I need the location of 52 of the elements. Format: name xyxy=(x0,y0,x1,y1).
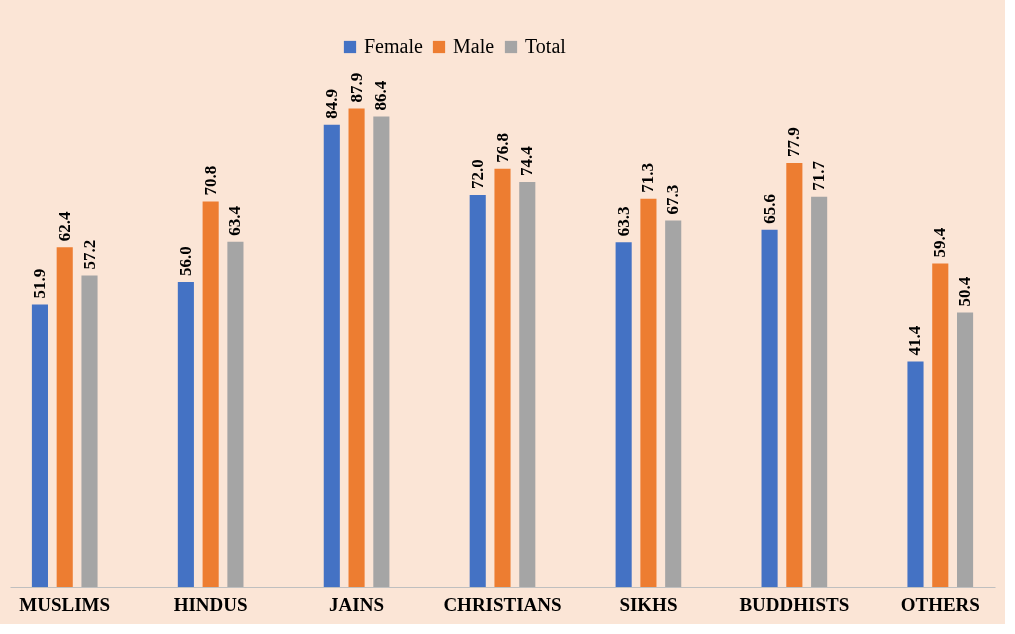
bar xyxy=(519,181,536,587)
data-label: 86.4 xyxy=(371,80,391,111)
legend-label: Male xyxy=(453,35,495,57)
x-tick-label: CHRISTIANS xyxy=(443,593,562,615)
x-tick-label: HINDUS xyxy=(173,593,248,615)
bar xyxy=(811,196,828,587)
x-tick-label: BUDDHISTS xyxy=(739,593,850,615)
data-label: 71.3 xyxy=(638,163,658,193)
bar xyxy=(665,220,682,587)
data-label: 76.8 xyxy=(492,133,512,163)
data-label: 67.3 xyxy=(663,184,683,215)
data-label: 51.9 xyxy=(29,268,49,299)
data-label: 70.8 xyxy=(200,165,220,196)
data-label: 71.7 xyxy=(809,160,829,191)
data-label: 62.4 xyxy=(54,211,74,242)
data-label: 74.4 xyxy=(517,145,537,176)
data-label: 59.4 xyxy=(930,227,950,258)
bar xyxy=(640,198,657,587)
x-tick-label: OTHERS xyxy=(900,593,980,615)
data-label: 56.0 xyxy=(175,246,195,277)
data-label: 77.9 xyxy=(784,127,804,157)
bar xyxy=(227,241,244,587)
bar xyxy=(348,108,365,587)
data-label: 50.4 xyxy=(955,276,975,307)
legend-label: Total xyxy=(525,35,567,57)
x-tick-label: JAINS xyxy=(329,593,385,615)
bar xyxy=(761,229,778,587)
bar xyxy=(31,304,48,587)
bar xyxy=(615,242,632,587)
bar xyxy=(323,124,340,587)
bar xyxy=(494,168,511,587)
data-label: 65.6 xyxy=(759,194,779,224)
x-tick-label: SIKHS xyxy=(619,593,678,615)
bar xyxy=(373,116,390,587)
data-label: 84.9 xyxy=(321,89,341,119)
bar xyxy=(202,201,219,587)
bar xyxy=(786,162,803,587)
bar xyxy=(932,263,949,587)
bar xyxy=(177,282,194,587)
legend-label: Female xyxy=(364,35,423,57)
bar xyxy=(907,361,924,587)
data-label: 63.3 xyxy=(613,206,633,237)
bar xyxy=(56,247,73,587)
data-label: 63.4 xyxy=(225,205,245,236)
data-label: 72.0 xyxy=(467,159,487,189)
data-label: 87.9 xyxy=(346,72,366,103)
data-label: 57.2 xyxy=(79,239,99,270)
bar xyxy=(81,275,98,587)
data-label: 41.4 xyxy=(905,325,925,356)
x-tick-label: MUSLIMS xyxy=(19,593,111,615)
bar xyxy=(957,312,974,587)
bar xyxy=(469,195,486,587)
